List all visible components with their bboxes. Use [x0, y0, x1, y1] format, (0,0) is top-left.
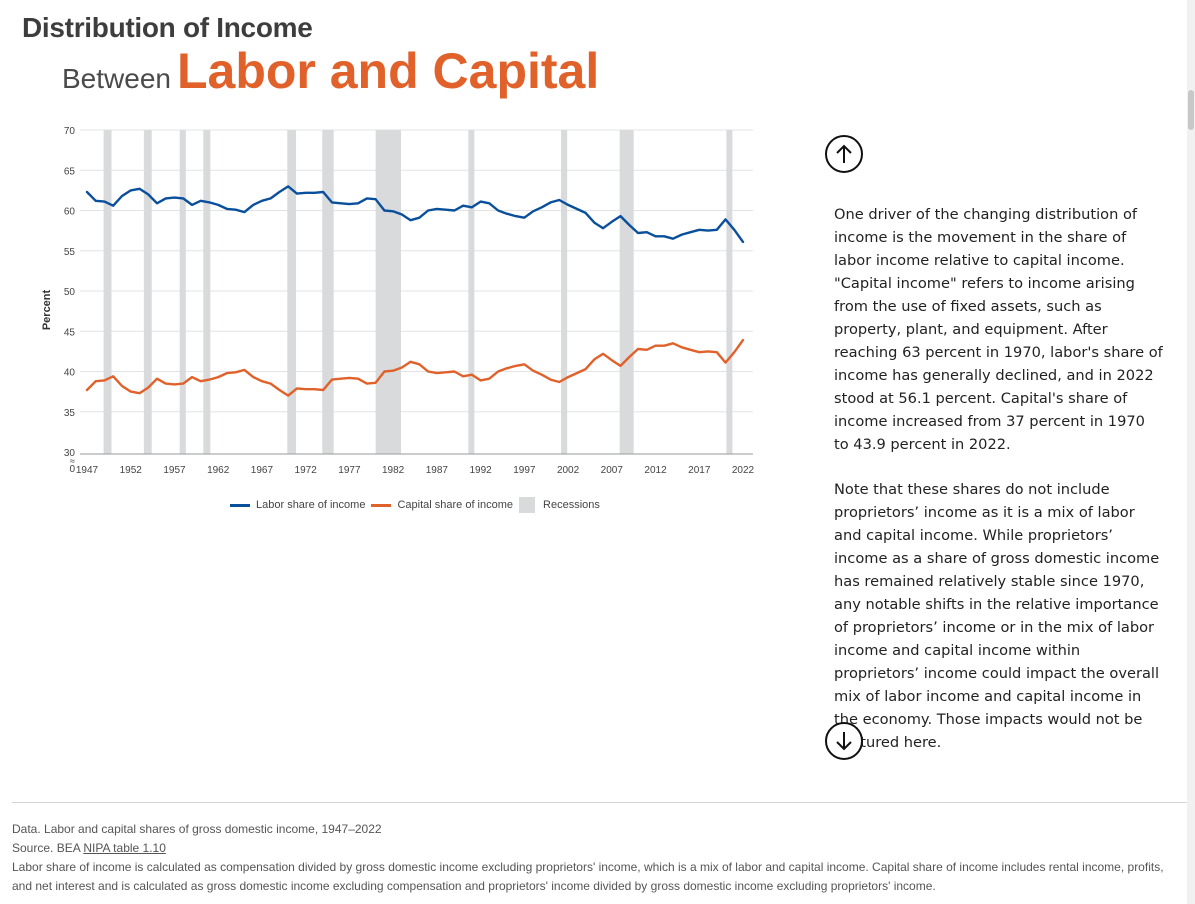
recession-band-6	[375, 130, 402, 454]
subtitle-emphasis: Labor and Capital	[176, 43, 600, 99]
scrollbar-thumb[interactable]	[1188, 90, 1194, 130]
y-tick-label-70: 70	[64, 126, 76, 137]
recession-band-1	[143, 130, 152, 454]
recession-band-3	[203, 130, 211, 454]
x-tick-label-1997: 1997	[513, 465, 536, 476]
narrative-paragraph-2: Note that these shares do not include pr…	[834, 481, 1160, 751]
subtitle-prefix: Between	[62, 63, 171, 94]
income-share-chart: 30 35 40 45 50 55 60 65 70 ≈0 1947 1952 1957 1962 1967…	[41, 126, 755, 476]
recession-band-8	[561, 130, 568, 454]
source-link[interactable]: NIPA table 1.10	[83, 841, 166, 855]
legend-recessions-label: Recessions	[543, 499, 600, 511]
page-title: Distribution of Income	[22, 12, 313, 43]
x-tick-label-2002: 2002	[557, 465, 580, 476]
arrow-up-icon	[836, 144, 852, 163]
y-tick-label-35: 35	[64, 408, 76, 419]
x-tick-label-1977: 1977	[338, 465, 361, 476]
x-tick-label-1957: 1957	[163, 465, 186, 476]
legend-labor-label: Labor share of income	[256, 499, 366, 511]
x-tick-label-1952: 1952	[120, 465, 143, 476]
recession-band-7	[468, 130, 475, 454]
legend-labor-swatch	[230, 503, 250, 507]
legend-recessions-swatch	[519, 497, 536, 513]
narrative-text: One driver of the changing distribution …	[834, 203, 1164, 776]
arrow-down-icon	[836, 732, 852, 751]
recession-band-0	[103, 130, 112, 454]
source-prefix: Source. BEA	[12, 841, 81, 855]
footer-divider	[12, 802, 1189, 803]
y-tick-label-30: 30	[64, 448, 76, 459]
axes: 30 35 40 45 50 55 60 65 70 ≈0 1947 1952 1957 1962 1967…	[64, 126, 755, 476]
capital-share-line	[85, 338, 745, 397]
y-tick-label-45: 45	[64, 327, 76, 338]
y-tick-label-50: 50	[64, 287, 76, 298]
x-tick-label-2022: 2022	[732, 465, 755, 476]
data-description: Data. Labor and capital shares of gross …	[12, 822, 382, 836]
chart-footer: Data. Labor and capital shares of gross …	[12, 820, 1182, 896]
series-lines	[85, 185, 745, 397]
x-tick-label-1992: 1992	[469, 465, 492, 476]
methodology-note: Labor share of income is calculated as c…	[12, 860, 1164, 893]
legend-capital-label: Capital share of income	[397, 499, 514, 511]
x-tick-label-1967: 1967	[251, 465, 274, 476]
x-tick-label-1947: 1947	[76, 465, 99, 476]
y-tick-label-65: 65	[64, 166, 76, 177]
scroll-down-button[interactable]	[825, 722, 863, 760]
x-tick-label-1962: 1962	[207, 465, 230, 476]
x-tick-label-1982: 1982	[382, 465, 405, 476]
x-tick-label-1987: 1987	[426, 465, 449, 476]
legend-recessions: Recessions	[519, 497, 600, 513]
x-tick-label-2017: 2017	[688, 465, 711, 476]
recession-band-10	[726, 130, 733, 454]
recession-band-9	[619, 130, 634, 454]
recession-band-4	[287, 130, 297, 454]
legend-labor: Labor share of income	[230, 499, 365, 511]
source-line: Source. BEA NIPA table 1.10	[12, 839, 1182, 858]
recession-band-5	[322, 130, 334, 454]
x-tick-label-1972: 1972	[295, 465, 318, 476]
y-tick-label-60: 60	[64, 207, 76, 218]
narrative-paragraph-1: One driver of the changing distribution …	[834, 206, 1163, 453]
gridlines	[80, 129, 753, 413]
scrollbar[interactable]	[1187, 0, 1195, 904]
y-axis-break-symbol: ≈	[70, 456, 75, 466]
page-subtitle: Between Labor and Capital	[62, 42, 599, 100]
y-tick-label-40: 40	[64, 368, 76, 379]
recession-band-2	[179, 130, 186, 454]
scroll-up-button[interactable]	[825, 135, 863, 173]
legend-capital: Capital share of income	[371, 499, 513, 511]
recession-bands	[103, 130, 733, 454]
chart-legend: Labor share of income Capital share of i…	[230, 497, 606, 513]
y-axis-label: Percent	[41, 289, 53, 330]
x-tick-label-2007: 2007	[601, 465, 624, 476]
x-tick-label-2012: 2012	[644, 465, 667, 476]
labor-share-line	[85, 185, 745, 244]
y-tick-label-55: 55	[64, 247, 76, 258]
legend-capital-swatch	[371, 503, 392, 507]
y-tick-label-zero: 0	[69, 464, 75, 475]
